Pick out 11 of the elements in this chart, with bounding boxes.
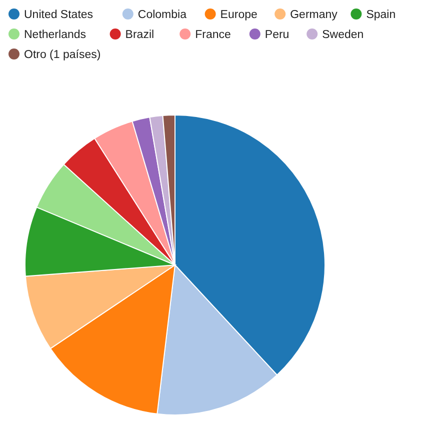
legend-label: Brazil (125, 29, 154, 41)
legend-label: Europe (220, 9, 258, 21)
legend-label: Colombia (138, 9, 188, 21)
legend-label: Sweden (322, 29, 364, 41)
legend-label: Otro (1 países) (24, 49, 101, 61)
legend-label: Peru (264, 29, 290, 41)
legend-label: Germany (290, 9, 338, 21)
legend-label: Spain (366, 9, 396, 21)
legend-label: United States (24, 9, 94, 21)
legend-label: Netherlands (24, 29, 86, 41)
legend-label: France (195, 29, 231, 41)
